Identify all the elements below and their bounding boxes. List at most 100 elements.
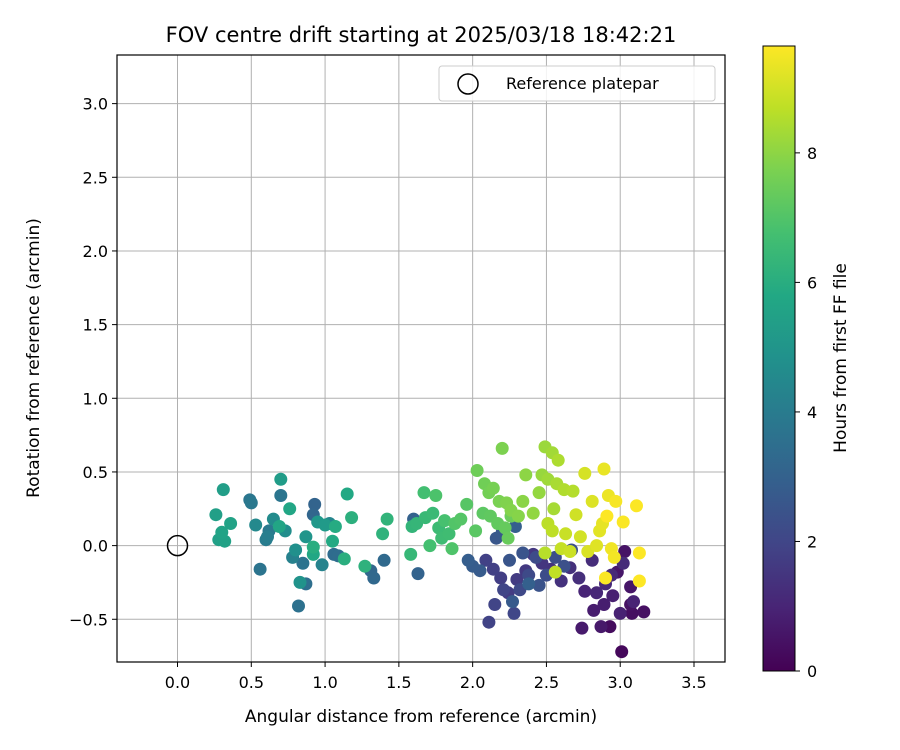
data-point	[404, 547, 418, 561]
data-point	[293, 575, 307, 589]
x-tick-label: 1.0	[312, 673, 337, 692]
y-tick-label: 3.0	[83, 95, 108, 114]
data-point	[575, 621, 589, 635]
data-point	[216, 483, 230, 497]
data-point	[618, 545, 632, 558]
data-point	[315, 558, 329, 572]
data-point	[486, 481, 500, 495]
data-point	[616, 515, 630, 529]
y-tick-label: −0.5	[69, 610, 108, 629]
data-point	[522, 577, 536, 591]
data-point	[495, 441, 509, 455]
data-point	[516, 494, 530, 508]
data-point	[326, 534, 339, 548]
data-point	[486, 562, 500, 576]
colorbar-label: Hours from first FF file	[831, 263, 851, 453]
x-tick-label: 3.0	[607, 673, 632, 692]
x-tick-label: 0.0	[165, 673, 190, 692]
data-point	[572, 571, 586, 585]
colorbar-ticks: 0 2 4 6 8	[795, 144, 817, 681]
data-point	[318, 518, 332, 532]
data-point	[482, 615, 496, 629]
y-tick-label: 0.5	[83, 463, 108, 482]
data-point	[506, 595, 519, 609]
data-point	[429, 489, 443, 502]
y-tick-label: 1.0	[83, 389, 108, 408]
data-point	[607, 550, 621, 564]
data-point	[627, 595, 640, 609]
legend: Reference platepar	[438, 65, 716, 102]
data-point	[442, 527, 456, 541]
data-point	[249, 518, 263, 532]
data-point	[328, 520, 342, 533]
data-point	[587, 603, 601, 617]
data-point	[501, 531, 515, 545]
data-point	[376, 527, 390, 541]
data-point	[597, 462, 611, 476]
data-point	[538, 546, 552, 560]
data-point	[411, 567, 425, 581]
data-point	[308, 497, 322, 511]
x-tick-label: 2.5	[534, 673, 559, 692]
data-point	[460, 497, 474, 511]
data-point	[454, 512, 468, 526]
data-point	[508, 520, 522, 533]
data-point	[438, 514, 452, 528]
data-point	[215, 525, 229, 539]
data-point	[445, 542, 459, 556]
reference-marker-group	[166, 534, 189, 557]
data-point	[600, 509, 614, 523]
data-point	[609, 494, 623, 508]
data-point	[224, 517, 238, 530]
data-point	[479, 553, 493, 567]
data-point	[306, 540, 320, 554]
data-point	[590, 586, 604, 600]
data-point	[345, 511, 359, 525]
y-tick-label: 2.0	[83, 242, 108, 261]
x-tick-label: 0.5	[239, 673, 264, 692]
colorbar-tick-label: 6	[807, 273, 817, 292]
reference-platepar-marker	[166, 534, 189, 557]
data-point	[289, 543, 303, 557]
data-point	[563, 545, 577, 558]
plot-frame	[116, 54, 726, 663]
data-point	[597, 598, 611, 611]
data-points	[209, 440, 651, 659]
data-point	[566, 484, 580, 498]
x-tick-label: 1.5	[386, 673, 411, 692]
data-point	[637, 605, 651, 619]
y-axis-label: Rotation from reference (arcmin)	[24, 218, 44, 498]
data-point	[497, 583, 511, 597]
data-point	[632, 546, 646, 560]
data-point	[547, 502, 561, 516]
data-point	[578, 584, 592, 598]
data-point	[519, 468, 533, 482]
data-point	[461, 553, 475, 567]
data-point	[209, 508, 223, 522]
data-point	[578, 466, 592, 480]
x-tick-label: 3.5	[681, 673, 706, 692]
data-point	[613, 606, 627, 620]
data-point	[426, 506, 440, 520]
data-point	[548, 565, 562, 579]
colorbar: 0 2 4 6 8 Hours from first FF file	[762, 45, 851, 681]
x-tick-label: 2.0	[460, 673, 485, 692]
data-point	[498, 521, 512, 535]
x-axis-label: Angular distance from reference (arcmin)	[245, 707, 597, 727]
data-point	[377, 553, 391, 567]
data-point	[632, 574, 646, 588]
data-point	[532, 486, 546, 500]
data-point	[585, 494, 599, 508]
data-point	[532, 578, 546, 592]
data-point	[599, 571, 612, 585]
data-point	[569, 508, 583, 522]
data-point	[545, 524, 559, 538]
data-point	[261, 530, 274, 544]
legend-entry: Reference platepar	[506, 74, 659, 93]
data-point	[615, 645, 629, 659]
data-point	[503, 553, 516, 567]
data-point	[469, 524, 483, 538]
data-point	[274, 472, 288, 486]
data-point	[299, 530, 313, 544]
